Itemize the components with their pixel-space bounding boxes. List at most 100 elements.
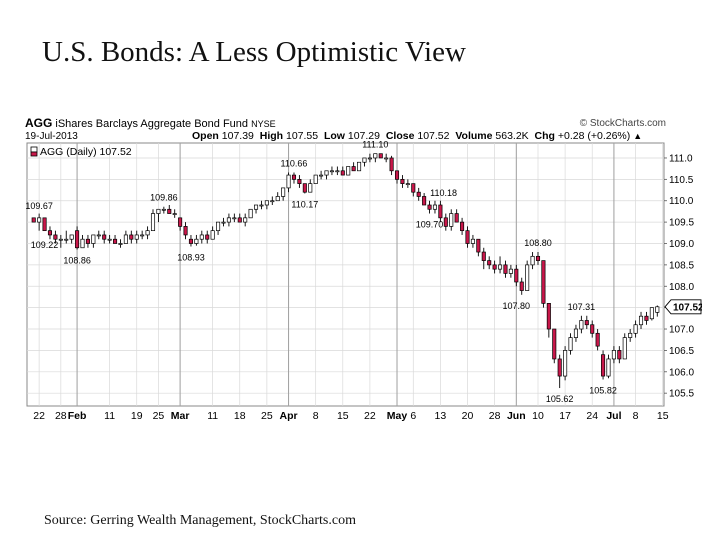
candle-body xyxy=(297,178,302,184)
candle xyxy=(546,303,551,338)
candle xyxy=(611,346,616,364)
candle-body xyxy=(156,208,161,214)
chart-date: 19-Jul-2013 xyxy=(25,131,78,142)
candle xyxy=(422,193,427,206)
candle xyxy=(590,320,595,338)
candle xyxy=(633,320,638,338)
candle xyxy=(470,234,475,248)
candle-body xyxy=(351,166,356,172)
candle-body xyxy=(107,238,112,241)
y-tick-label: 105.5 xyxy=(669,389,694,400)
y-tick-label: 108.5 xyxy=(669,260,694,271)
candle-body xyxy=(443,217,448,227)
candle xyxy=(188,234,193,247)
candle-body xyxy=(557,358,562,377)
candle xyxy=(297,175,302,188)
candle xyxy=(47,226,53,240)
candle xyxy=(644,311,649,325)
candle xyxy=(129,230,134,244)
candle xyxy=(373,153,378,163)
candle-body xyxy=(264,200,269,206)
x-tick-label: 8 xyxy=(313,410,319,422)
candle-body xyxy=(498,264,503,270)
candle xyxy=(123,230,128,244)
candle xyxy=(541,260,546,308)
candle-body xyxy=(346,166,351,176)
candle xyxy=(449,209,454,231)
ohlc-summary: Open 107.39 High 107.55 Low 107.29 Close… xyxy=(192,130,643,142)
candle xyxy=(31,217,36,223)
legend-swatch-up xyxy=(30,146,38,153)
x-tick-label: 18 xyxy=(234,410,246,422)
candle-body xyxy=(232,217,237,220)
slide-source: Source: Gerring Wealth Management, Stock… xyxy=(44,513,356,528)
candle-body xyxy=(248,208,253,219)
candle-body xyxy=(340,170,345,176)
candle xyxy=(226,213,231,227)
candle xyxy=(253,204,259,214)
candle-body xyxy=(492,264,497,270)
candle-body xyxy=(324,170,329,176)
x-tick-label: 15 xyxy=(337,410,349,422)
candle-body xyxy=(226,217,231,223)
candle-body xyxy=(199,234,204,240)
candle xyxy=(205,230,210,244)
candle-body xyxy=(378,153,383,159)
y-tick-label: 111.0 xyxy=(669,153,693,164)
legend-label: AGG (Daily) 107.52 xyxy=(40,146,132,158)
candle xyxy=(140,230,145,240)
legend: AGG (Daily) 107.52 xyxy=(30,146,132,158)
x-tick-label: 24 xyxy=(586,410,598,422)
candle xyxy=(96,230,101,240)
candle-body xyxy=(172,213,177,215)
candle-body xyxy=(405,183,410,185)
candle xyxy=(221,217,226,227)
candle xyxy=(438,200,443,223)
candle-body xyxy=(58,238,63,241)
x-tick-label: 19 xyxy=(131,410,143,422)
candle-body xyxy=(216,221,221,232)
candle xyxy=(113,234,118,244)
candle xyxy=(194,234,199,246)
candle-body xyxy=(568,337,573,351)
candle xyxy=(107,234,112,244)
candle-body xyxy=(167,208,172,214)
x-tick-label: 28 xyxy=(489,410,501,422)
candle-body xyxy=(519,281,524,291)
candle xyxy=(248,208,253,219)
candle xyxy=(64,230,69,244)
candle-body xyxy=(188,238,193,244)
annotation-layer: 109.67 109.22 108.86 109.86 108.93 110.66 110.… xyxy=(25,140,616,404)
up-arrow-icon: ▲ xyxy=(633,131,643,141)
candle xyxy=(503,260,508,278)
candle-body xyxy=(573,328,578,338)
candle xyxy=(199,230,204,244)
candle xyxy=(492,260,497,274)
candle-body xyxy=(487,260,492,266)
price-annotation: 110.66 xyxy=(281,159,308,169)
candle-body xyxy=(275,196,280,202)
y-tick-label: 106.0 xyxy=(669,367,694,378)
candle-body xyxy=(530,255,535,266)
candle-body xyxy=(476,238,481,253)
x-tick-label: Apr xyxy=(280,410,298,422)
x-tick-label: 25 xyxy=(153,410,165,422)
candle-body xyxy=(129,234,134,240)
x-tick-label: 22 xyxy=(33,410,45,422)
candle xyxy=(389,155,394,176)
candle xyxy=(183,222,188,240)
candle xyxy=(308,179,313,193)
x-tick-label: 6 xyxy=(410,410,416,422)
candle xyxy=(346,166,351,176)
candle-body xyxy=(205,234,210,240)
candle xyxy=(606,354,611,379)
candle-body xyxy=(649,307,654,320)
candle xyxy=(178,217,183,231)
candle xyxy=(584,315,589,330)
candle-body xyxy=(286,174,291,189)
candle-body xyxy=(465,230,470,244)
y-tick-label: 107.0 xyxy=(669,325,694,336)
candle-body xyxy=(140,234,145,237)
candle xyxy=(210,226,215,240)
candle xyxy=(281,187,286,201)
